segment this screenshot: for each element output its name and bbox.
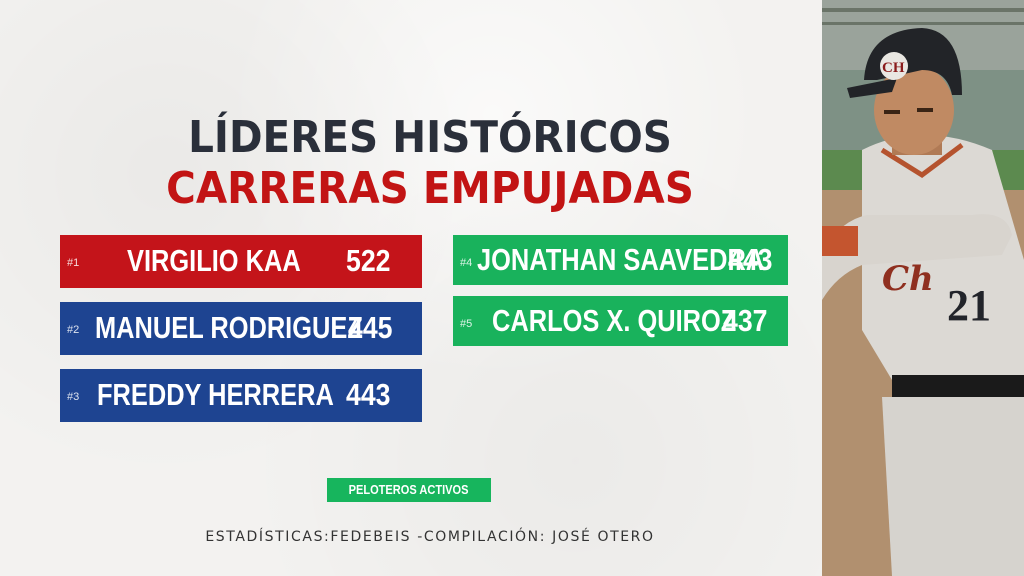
leader-name: JONATHAN SAAVEDRA (477, 242, 765, 277)
arm (822, 214, 1012, 300)
leader-value: 522 (346, 243, 391, 278)
leader-bar-4: #4 JONATHAN SAAVEDRA 443 (453, 235, 788, 285)
active-players-label: PELOTEROS ACTIVOS (349, 482, 469, 497)
face (874, 65, 954, 155)
batting-helmet (864, 28, 962, 95)
player-photo: Ch 21 CH (822, 0, 1024, 576)
leader-value: 443 (728, 242, 773, 277)
title-line-1: LÍDERES HISTÓRICOS (188, 112, 672, 163)
jersey-script: Ch (882, 259, 934, 299)
player-illustration: Ch 21 CH (822, 0, 1024, 576)
leader-value: 443 (346, 377, 391, 412)
title-line-2: CARRERAS EMPUJADAS (166, 163, 694, 214)
helmet-logo-badge (880, 52, 908, 80)
leader-value: 445 (348, 310, 393, 345)
leader-name: FREDDY HERRERA (97, 377, 334, 412)
pants (882, 397, 1024, 576)
active-players-badge: PELOTEROS ACTIVOS (327, 478, 491, 502)
leader-rank: #5 (460, 318, 473, 330)
leader-name: MANUEL RODRIGUEZ (95, 310, 363, 345)
leader-bar-1: #1 VIRGILIO KAA 522 (60, 235, 422, 288)
background-paper (0, 0, 822, 576)
leader-bar-5: #5 CARLOS X. QUIROZ 437 (453, 296, 788, 346)
leader-rank: #3 (67, 391, 80, 403)
wristband (822, 226, 858, 256)
leader-rank: #2 (67, 324, 80, 336)
leader-bar-2: #2 MANUEL RODRIGUEZ 445 (60, 302, 422, 355)
leader-name: VIRGILIO KAA (127, 243, 301, 278)
leader-name: CARLOS X. QUIROZ (492, 303, 737, 338)
leader-rank: #1 (67, 257, 80, 269)
leader-rank: #4 (460, 257, 473, 269)
leader-value: 437 (723, 303, 768, 338)
credits-footer: ESTADÍSTICAS:FEDEBEIS -COMPILACIÓN: JOSÉ… (205, 529, 655, 545)
belt (892, 375, 1024, 397)
jersey-number: 21 (947, 281, 991, 330)
leader-bar-3: #3 FREDDY HERRERA 443 (60, 369, 422, 422)
helmet-logo: CH (882, 60, 905, 76)
